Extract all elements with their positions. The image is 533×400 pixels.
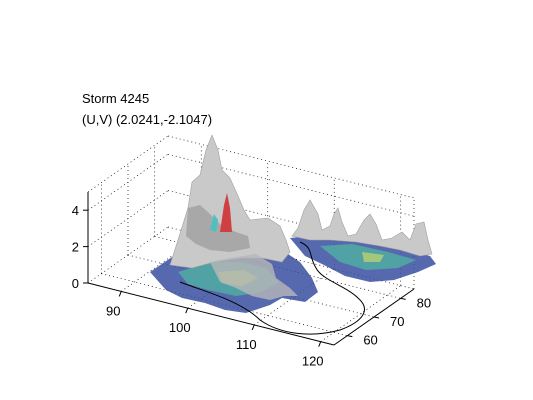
- x-axis: [87, 282, 335, 346]
- base-field-right-yellow: [362, 252, 384, 262]
- red-peak: [220, 193, 232, 232]
- x-tick-mark: [251, 324, 255, 331]
- x-tick-label: 100: [169, 320, 191, 335]
- y-tick-label: 80: [417, 295, 431, 310]
- z-tick-label: 2: [72, 240, 79, 255]
- grid-line-z: [87, 226, 169, 284]
- grid-line-x: [121, 235, 202, 292]
- storm-surface: [150, 134, 436, 335]
- y-tick-label: 70: [390, 314, 404, 329]
- y-tick-mark: [373, 316, 380, 319]
- y-tick-mark: [400, 297, 406, 300]
- y-tick-label: 60: [363, 333, 377, 348]
- z-tick-label: 4: [72, 203, 79, 218]
- x-tick-mark: [318, 341, 322, 347]
- axes: [83, 192, 415, 347]
- y-tick-mark: [347, 335, 353, 338]
- grid-line-x: [320, 285, 401, 342]
- x-tick-mark: [185, 307, 189, 314]
- grid-box-top-left: [87, 135, 169, 193]
- x-tick-label: 110: [236, 337, 257, 352]
- storm-track: [179, 241, 365, 335]
- gray-surface-right: [291, 199, 433, 257]
- gray-surface-left-shade: [186, 205, 250, 252]
- cyan-peak: [210, 214, 218, 232]
- chart-title-line-2: (U,V) (2.0241,-2.1047): [82, 112, 212, 127]
- chart-title-line-1: Storm 4245: [82, 91, 149, 106]
- x-tick-label: 120: [302, 354, 324, 369]
- z-tick-label: 0: [72, 276, 79, 291]
- grid-line-z: [87, 190, 169, 247]
- x-tick-mark: [118, 291, 122, 297]
- grid-line-z: [87, 153, 169, 211]
- x-tick-label: 90: [106, 303, 120, 318]
- tick-labels: 90 100 110 120 60 70 80 0 2 4: [72, 203, 431, 368]
- gray-surface-left-front: [210, 254, 298, 300]
